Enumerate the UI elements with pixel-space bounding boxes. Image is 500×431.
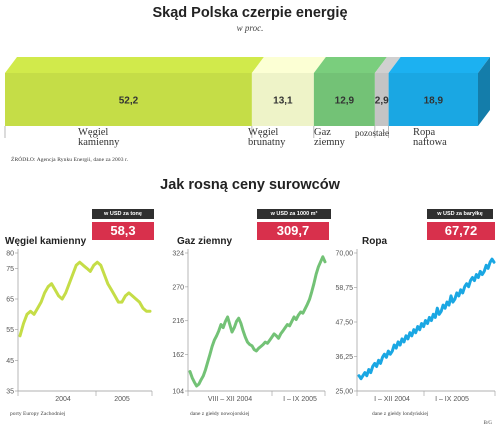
y-tick-label: 25,00 (335, 389, 353, 396)
value-badge-gas: 309,7 (257, 222, 329, 240)
bar-value-3: 2,9 (375, 96, 389, 107)
y-tick-label: 58,75 (335, 285, 353, 292)
y-tick-label: 45 (6, 358, 14, 365)
x-tick-label: 2004 (55, 396, 71, 403)
panel-title-oil: Ropa (362, 236, 387, 247)
series-line (357, 257, 496, 381)
x-tick-label: I – IX 2005 (435, 396, 469, 403)
credit: B/G (483, 421, 492, 426)
section-title: Jak rosną ceny surowców (160, 177, 340, 193)
label-gas: Gaz ziemny (314, 127, 345, 148)
oil-price-chart: 70,00 58,75 47,50 36,25 25,00 I – XII 2004 I –… (335, 249, 496, 403)
value-badge-coal: 58,3 (92, 222, 154, 240)
energy-mix-chart: 52,2 13,1 12,9 2,9 18,9 (4, 57, 490, 138)
bar-top-0 (5, 57, 264, 73)
unit-badge-gas: w USD za 1000 m³ (257, 209, 331, 219)
x-tick-label: I – XII 2004 (374, 396, 410, 403)
x-tick-label: VIII – XII 2004 (208, 396, 252, 403)
main-title: Skąd Polska czerpie energię (152, 5, 348, 21)
bar-top-2 (313, 57, 387, 73)
bar-value-2: 12,9 (335, 96, 355, 107)
bar-value-4: 18,9 (424, 96, 444, 107)
value-badge-oil: 67,72 (427, 222, 495, 240)
y-tick-label: 75 (6, 266, 14, 273)
y-tick-label: 270 (172, 284, 184, 291)
coal-price-chart: 80 75 65 55 45 35 2004 2005 (6, 249, 153, 403)
y-tick-label: 104 (172, 389, 184, 396)
y-tick-label: 80 (6, 251, 14, 258)
y-tick-label: 70,00 (335, 251, 353, 258)
y-tick-label: 162 (172, 352, 184, 359)
y-tick-label: 55 (6, 327, 14, 334)
subtitle: w proc. (236, 23, 264, 33)
y-tick-label: 216 (172, 318, 184, 325)
footnote-gas: dane z giełdy nowojorskiej (190, 411, 250, 417)
bar-segment-1 (251, 73, 314, 126)
series-line (188, 255, 327, 388)
bar-value-0: 52,2 (119, 96, 139, 107)
y-tick-label: 65 (6, 297, 14, 304)
bar-side (478, 57, 490, 126)
label-lignite: Węgiel brunatny (248, 127, 286, 148)
unit-badge-coal: w USD za tonę (92, 209, 154, 219)
x-tick-label: I – IX 2005 (283, 396, 317, 403)
bar-segment-3 (374, 73, 389, 126)
label-hard-coal: Węgiel kamienny (78, 127, 120, 148)
panel-title-gas: Gaz ziemny (177, 236, 233, 247)
y-tick-label: 47,50 (335, 320, 353, 327)
bar-segment-4 (388, 73, 478, 126)
bar-value-1: 13,1 (273, 96, 293, 107)
y-tick-label: 36,25 (335, 354, 353, 361)
footnote-coal: porty Europy Zachodniej (10, 411, 66, 417)
x-tick-label: 2005 (114, 396, 130, 403)
unit-badge-oil: w USD za baryłkę (427, 209, 493, 219)
bar-top-3 (374, 57, 401, 73)
source-note: ŹRÓDŁO: Agencja Rynku Energii, dane za 2… (11, 157, 129, 163)
bar-segment-2 (313, 73, 375, 126)
y-tick-label: 35 (6, 389, 14, 396)
bar-top-4 (388, 57, 490, 73)
panel-title-coal: Węgiel kamienny (5, 236, 87, 247)
footnote-oil: dane z giełdy londyńskiej (372, 411, 429, 417)
gas-price-chart: 324 270 216 162 104 VIII – XII 2004 I – IX 200… (172, 249, 327, 403)
label-oil: Ropa naftowa (413, 127, 447, 148)
bar-segment-0 (5, 73, 252, 126)
label-other: pozostałe (355, 128, 389, 138)
series-line (18, 260, 152, 338)
y-tick-label: 324 (172, 251, 184, 258)
bar-top-1 (251, 57, 326, 73)
